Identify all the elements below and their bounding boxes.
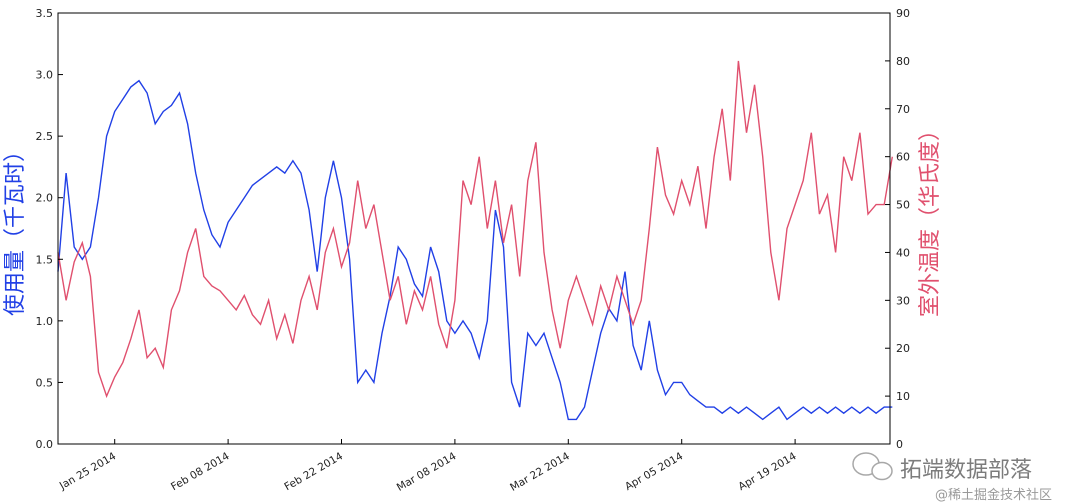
y-right-tick-label: 10 [896,390,910,403]
watermark: 拓端数据部落 @稀土掘金技术社区 [852,452,1052,503]
watermark-credit: @稀土掘金技术社区 [935,487,1052,503]
y-right-tick-label: 0 [896,438,903,451]
plot-frame [57,12,891,445]
x-tick-label: Jan 25 2014 [57,450,119,493]
x-tick-label: Mar 08 2014 [395,450,459,494]
series-line-usage [57,79,893,421]
y-right-tick-label: 30 [896,294,910,307]
x-tick-label: Feb 22 2014 [282,450,345,493]
x-tick-label: Apr 19 2014 [736,450,799,493]
y-right-tick-label: 50 [896,199,910,212]
x-tick-label: Mar 22 2014 [508,450,572,494]
y-right-tick-label: 80 [896,55,910,68]
y-right-tick-label: 20 [896,342,910,355]
series-layer [57,60,893,421]
y-axis-right-label: 室外温度（华氏度） [918,119,943,317]
y-left-tick-label: 1.5 [36,253,54,266]
wechat-icon [852,452,893,481]
x-tick-label: Apr 05 2014 [623,450,686,493]
x-tick-label: Feb 08 2014 [169,450,232,493]
y-left-tick-label: 2.0 [36,192,54,205]
y-left-tick-label: 3.0 [36,69,54,82]
y-right-tick-label: 70 [896,103,910,116]
series-line-temperature [57,60,893,399]
y-right-tick-label: 90 [896,7,910,20]
y-left-tick-label: 0.0 [36,438,54,451]
y-left-tick-label: 3.5 [36,7,54,20]
y-axis-left-label: 使用量（千瓦时） [3,140,28,316]
ticks-layer: 0.0 0.5 1.0 1.5 2.0 2.5 3.0 3.5 0 10 20 30 40 50 60 70 8… [36,7,911,494]
y-left-tick-label: 0.5 [36,376,54,389]
y-right-tick-label: 40 [896,246,910,259]
y-left-tick-label: 1.0 [36,315,54,328]
watermark-brand: 拓端数据部落 [900,458,1032,483]
y-right-tick-label: 60 [896,151,910,164]
y-left-tick-label: 2.5 [36,130,54,143]
